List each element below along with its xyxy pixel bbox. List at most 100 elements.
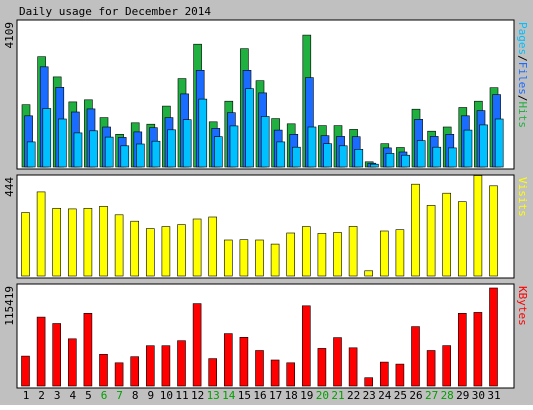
day-label-25: 25 bbox=[394, 389, 407, 402]
bar-pages-day-9 bbox=[151, 140, 161, 168]
day-label-20: 20 bbox=[316, 389, 329, 402]
bar-pages-day-12 bbox=[198, 98, 208, 168]
bar-pages-day-27 bbox=[432, 146, 442, 168]
bar-pages-day-17 bbox=[276, 141, 286, 168]
day-label-6: 6 bbox=[101, 389, 108, 402]
panel-visits-legend: Visits bbox=[516, 177, 529, 217]
day-label-8: 8 bbox=[132, 389, 139, 402]
bar-kbytes-day-16 bbox=[255, 350, 264, 387]
bar-pages-day-22 bbox=[354, 149, 364, 168]
bar-visits-day-6 bbox=[99, 206, 108, 277]
day-label-15: 15 bbox=[238, 389, 251, 402]
bar-pages-day-1 bbox=[26, 141, 36, 168]
bar-pages-day-28 bbox=[448, 147, 457, 168]
bar-pages-day-21 bbox=[338, 145, 348, 168]
bar-visits-day-26 bbox=[411, 183, 420, 277]
day-label-3: 3 bbox=[54, 389, 61, 402]
bar-kbytes-day-6 bbox=[99, 353, 108, 387]
panel-traffic: 4109 Pages/Files/Hits bbox=[3, 19, 529, 170]
bar-visits-day-20 bbox=[317, 233, 327, 277]
bar-pages-day-2 bbox=[42, 108, 52, 168]
day-label-12: 12 bbox=[191, 389, 204, 402]
bar-pages-day-26 bbox=[416, 140, 426, 168]
bar-visits-day-7 bbox=[114, 214, 124, 277]
bar-visits-day-22 bbox=[348, 226, 358, 277]
bar-visits-day-31 bbox=[489, 185, 498, 277]
chart-title: Daily usage for December 2014 bbox=[19, 5, 211, 18]
legend-entry-files: Files bbox=[516, 62, 529, 95]
bar-pages-day-6 bbox=[104, 136, 114, 168]
day-label-28: 28 bbox=[441, 389, 454, 402]
day-label-29: 29 bbox=[456, 389, 469, 402]
day-label-10: 10 bbox=[160, 389, 173, 402]
bar-kbytes-day-9 bbox=[146, 345, 155, 387]
bar-pages-day-8 bbox=[136, 143, 145, 168]
bar-pages-day-29 bbox=[463, 129, 473, 168]
bar-kbytes-day-31 bbox=[489, 287, 498, 387]
panel-kbytes-max-label: 115419 bbox=[3, 286, 16, 326]
day-label-27: 27 bbox=[425, 389, 438, 402]
bar-kbytes-day-10 bbox=[161, 345, 171, 387]
day-label-7: 7 bbox=[116, 389, 123, 402]
bar-visits-day-30 bbox=[473, 175, 483, 277]
bar-kbytes-day-4 bbox=[68, 338, 77, 387]
bar-pages-day-18 bbox=[292, 146, 301, 168]
bar-visits-day-17 bbox=[270, 243, 280, 277]
bar-visits-day-2 bbox=[36, 191, 46, 277]
bar-pages-day-19 bbox=[307, 126, 317, 168]
day-label-9: 9 bbox=[147, 389, 154, 402]
panel-traffic-legend: Pages/Files/Hits bbox=[516, 22, 529, 128]
bar-kbytes-day-25 bbox=[395, 363, 405, 387]
bar-kbytes-day-3 bbox=[52, 323, 62, 387]
legend-entry-hits: Hits bbox=[516, 102, 529, 129]
day-label-18: 18 bbox=[285, 389, 298, 402]
day-label-17: 17 bbox=[269, 389, 282, 402]
bar-pages-day-23 bbox=[370, 163, 379, 168]
day-label-30: 30 bbox=[472, 389, 485, 402]
bar-visits-day-16 bbox=[255, 239, 264, 277]
bar-kbytes-day-15 bbox=[239, 336, 249, 387]
bar-visits-day-1 bbox=[21, 212, 30, 277]
bar-kbytes-day-1 bbox=[21, 355, 30, 387]
legend-entry-visits: Visits bbox=[516, 177, 529, 217]
bar-kbytes-day-11 bbox=[177, 340, 186, 387]
bar-visits-day-14 bbox=[224, 239, 233, 277]
bar-visits-day-5 bbox=[83, 208, 93, 277]
bar-visits-day-28 bbox=[442, 192, 452, 277]
bar-kbytes-day-8 bbox=[130, 356, 139, 387]
bar-pages-day-7 bbox=[120, 145, 130, 168]
bar-kbytes-day-19 bbox=[301, 305, 311, 387]
panel-kbytes: 115419 KBytes bbox=[3, 283, 529, 389]
bar-kbytes-day-20 bbox=[317, 348, 327, 387]
bar-kbytes-day-22 bbox=[348, 347, 358, 387]
day-label-21: 21 bbox=[331, 389, 344, 402]
bar-kbytes-day-30 bbox=[473, 312, 483, 387]
bar-kbytes-day-28 bbox=[442, 345, 452, 387]
bar-visits-day-21 bbox=[333, 232, 342, 277]
bar-visits-day-3 bbox=[52, 208, 62, 277]
bar-pages-day-5 bbox=[89, 130, 98, 168]
bar-visits-day-4 bbox=[68, 208, 77, 277]
bar-pages-day-20 bbox=[323, 143, 332, 168]
bar-visits-day-18 bbox=[286, 232, 296, 277]
day-label-13: 13 bbox=[207, 389, 220, 402]
bar-kbytes-day-7 bbox=[114, 362, 124, 387]
bar-kbytes-day-18 bbox=[286, 362, 296, 387]
bar-kbytes-day-29 bbox=[457, 312, 467, 387]
day-label-24: 24 bbox=[378, 389, 392, 402]
legend-entry-pages: Pages bbox=[516, 22, 529, 55]
day-label-5: 5 bbox=[85, 389, 92, 402]
bar-visits-day-25 bbox=[395, 229, 405, 277]
bar-kbytes-day-12 bbox=[192, 303, 202, 387]
bar-kbytes-day-23 bbox=[364, 377, 374, 387]
bar-kbytes-day-17 bbox=[270, 359, 280, 387]
bar-pages-day-13 bbox=[214, 136, 223, 168]
panel-kbytes-legend: KBytes bbox=[516, 286, 529, 326]
bar-pages-day-14 bbox=[229, 125, 239, 168]
bar-pages-day-31 bbox=[494, 118, 504, 168]
day-label-23: 23 bbox=[363, 389, 376, 402]
day-label-11: 11 bbox=[175, 389, 188, 402]
bar-kbytes-day-14 bbox=[224, 333, 233, 387]
